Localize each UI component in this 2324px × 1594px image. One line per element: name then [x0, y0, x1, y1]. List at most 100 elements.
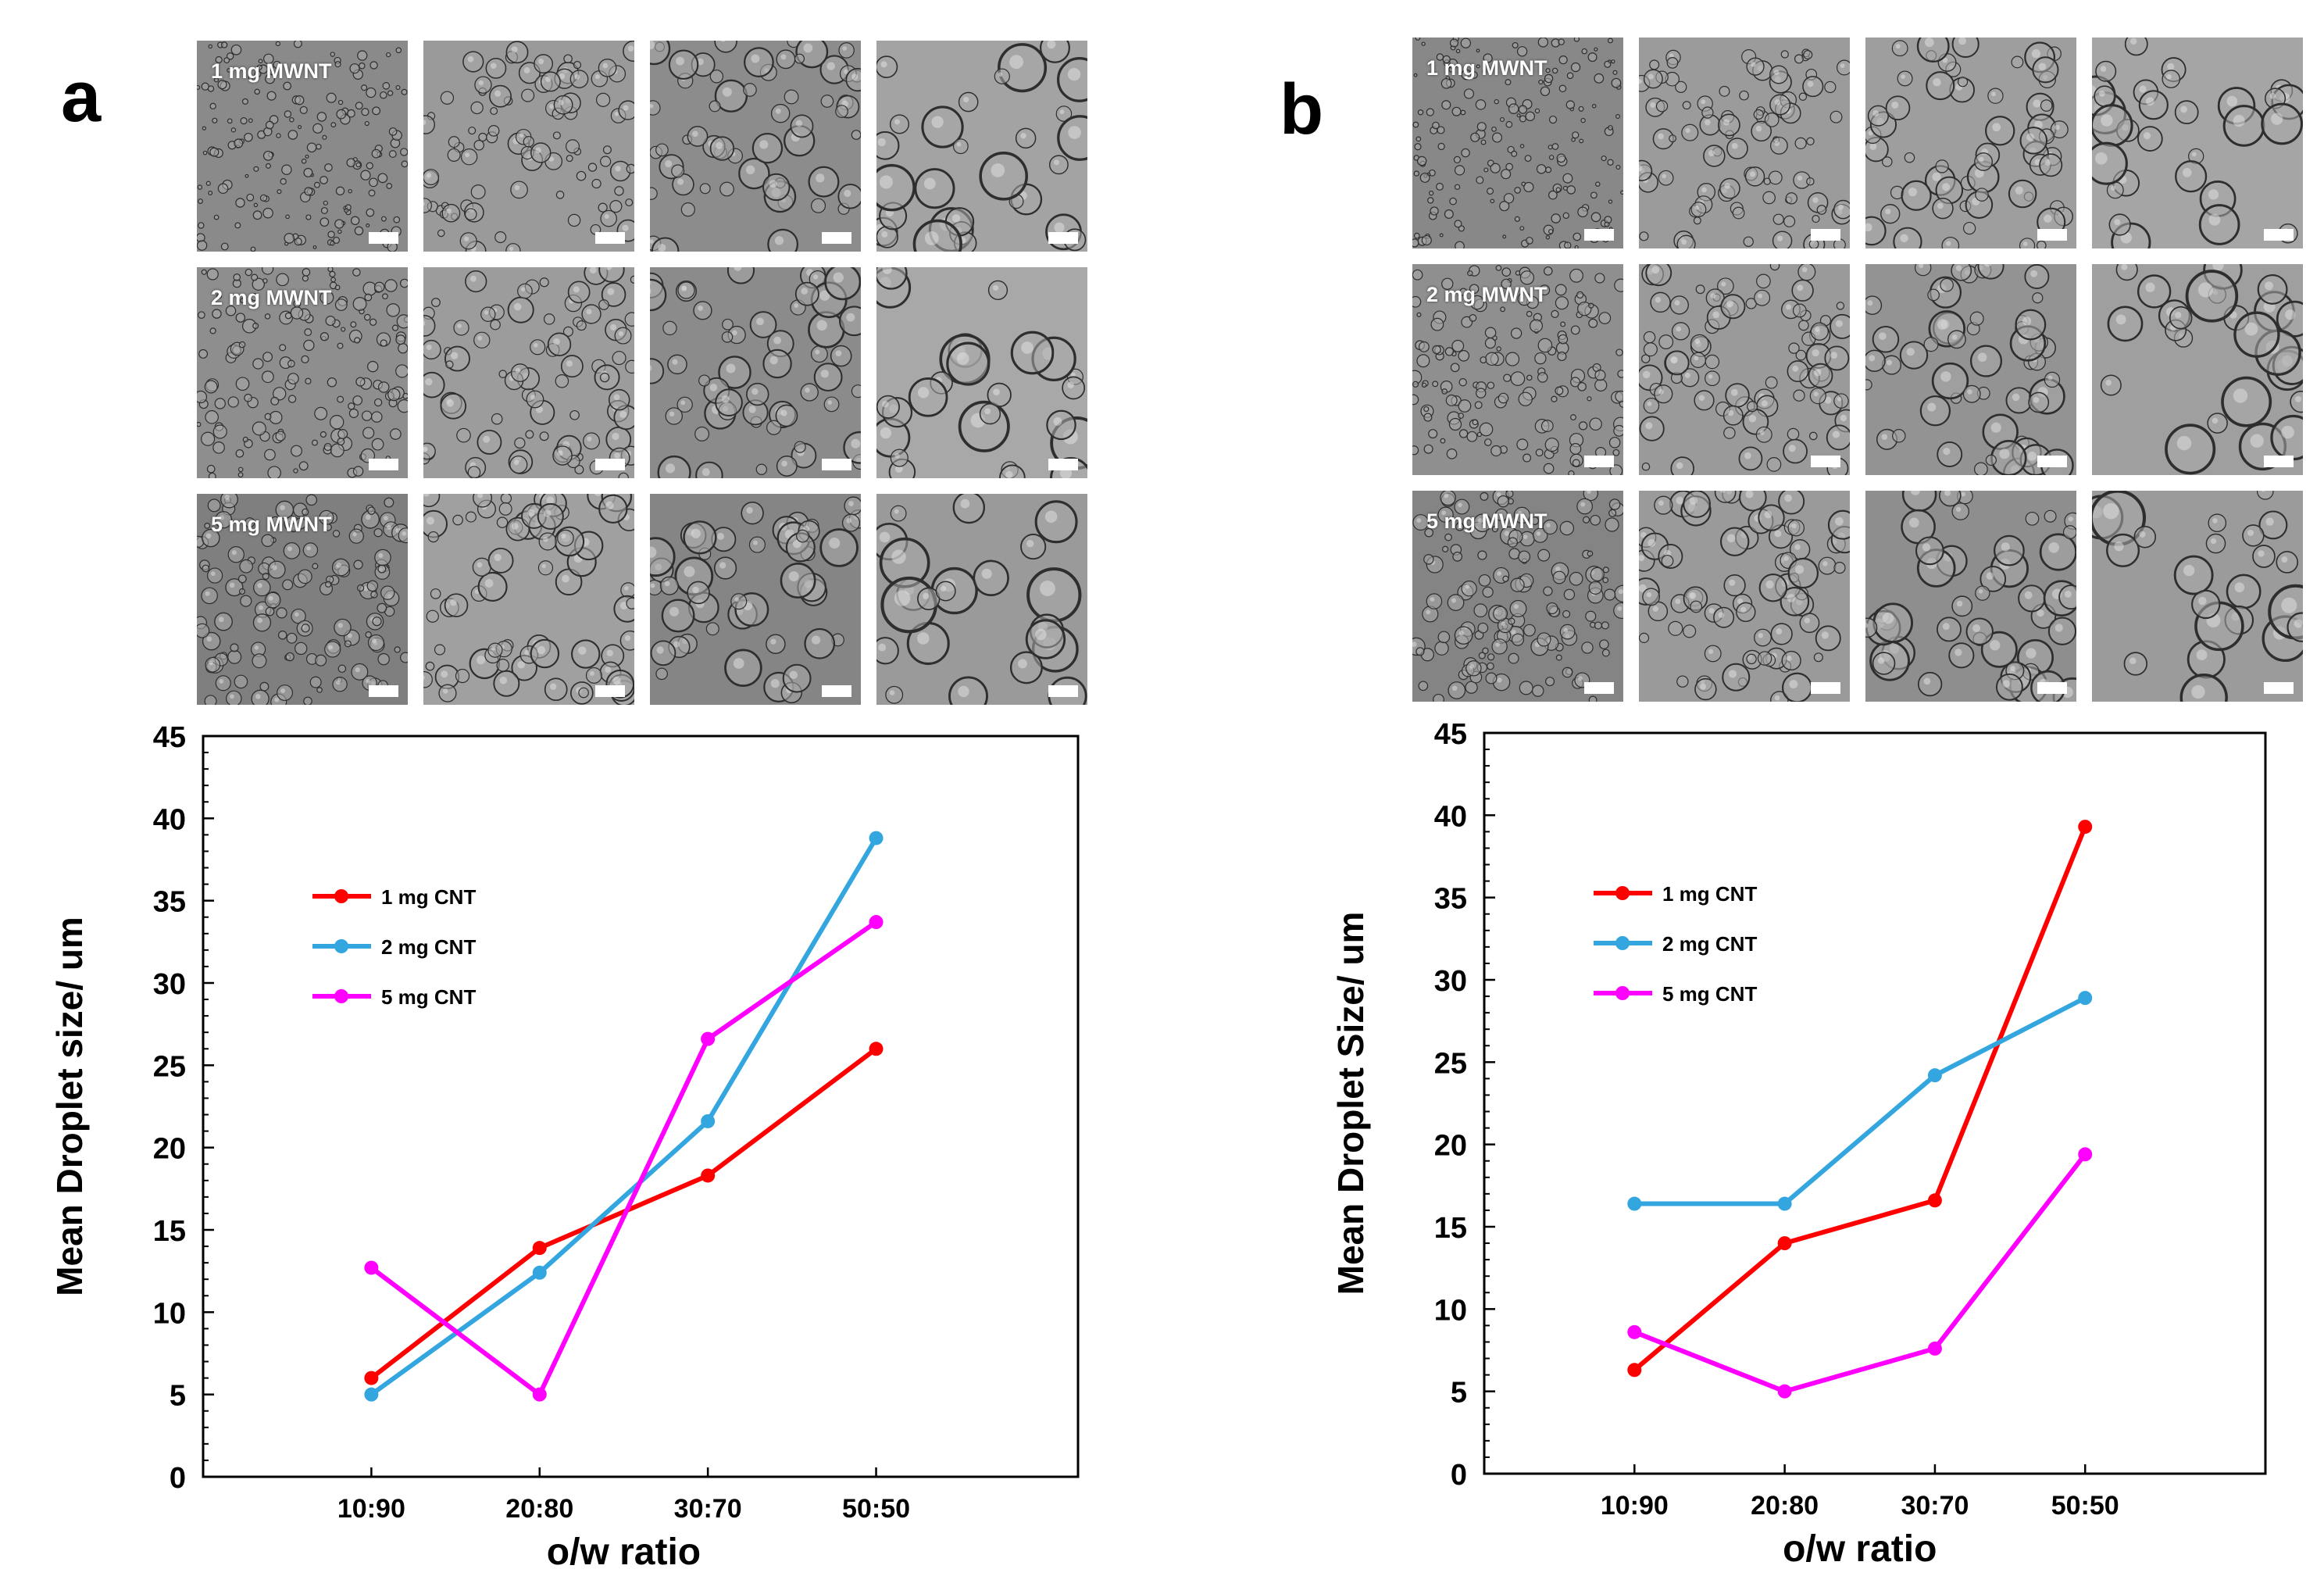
data-point — [1777, 1196, 1792, 1211]
data-point — [1777, 1384, 1792, 1399]
scale-bar — [595, 685, 625, 697]
scale-bar — [2264, 682, 2294, 694]
micrograph-b-r2-c3 — [1865, 264, 2076, 475]
droplets-image — [876, 267, 1087, 478]
scale-bar — [369, 685, 398, 697]
droplets-image — [197, 267, 408, 478]
legend-label: 5 mg CNT — [1662, 982, 1757, 1006]
plot-frame — [202, 734, 1080, 1478]
scale-bar — [369, 232, 398, 244]
data-point — [701, 1113, 716, 1128]
droplets-image — [1639, 264, 1850, 475]
data-point — [1927, 1341, 1942, 1356]
droplets-image — [423, 267, 634, 478]
scale-bar — [822, 232, 851, 244]
legend-marker — [1615, 936, 1630, 950]
y-tick-label: 15 — [1434, 1212, 1467, 1245]
data-point — [869, 915, 884, 930]
data-point — [1927, 1068, 1942, 1083]
y-tick-label: 40 — [153, 803, 186, 836]
data-point — [1627, 1196, 1642, 1211]
micrograph-a-r2-c2 — [423, 267, 634, 478]
micrograph-b-r1-c2 — [1639, 38, 1850, 248]
x-axis-label: o/w ratio — [547, 1531, 701, 1573]
y-tick-label: 35 — [153, 886, 186, 919]
droplets-image — [1865, 264, 2074, 475]
scale-bar — [2037, 456, 2067, 467]
scale-bar — [2037, 229, 2067, 241]
micrograph-a-r1-c4 — [876, 41, 1087, 252]
y-axis-label: Mean Droplet Size/ um — [1330, 912, 1371, 1296]
series-line-3 — [369, 920, 878, 1397]
data-point — [1627, 1363, 1642, 1378]
y-tick-label: 5 — [1451, 1377, 1467, 1410]
y-tick-label: 45 — [153, 721, 186, 754]
micrograph-b-r1-c3 — [1865, 38, 2076, 248]
legend-label: 5 mg CNT — [381, 985, 476, 1009]
scale-bar — [1584, 456, 1614, 467]
scale-bar — [1811, 229, 1840, 241]
legend-marker — [334, 889, 348, 903]
series-line-2 — [1634, 995, 2087, 1206]
micrograph-a-r3-c1: 5 mg MWNT — [197, 494, 408, 705]
row-label-a-3: 5 mg MWNT — [211, 513, 332, 536]
data-point — [364, 1371, 379, 1385]
droplets-image — [650, 496, 861, 704]
droplets-image — [197, 41, 408, 252]
data-point — [869, 1042, 884, 1056]
micrograph-b-r3-c2 — [1639, 491, 1850, 702]
data-point — [869, 831, 884, 845]
scale-bar — [1048, 232, 1078, 244]
y-tick-label: 40 — [1434, 800, 1467, 833]
data-point — [532, 1265, 547, 1280]
scale-bar — [2264, 456, 2294, 467]
x-tick-label: 30:70 — [674, 1494, 742, 1524]
data-point — [532, 1387, 547, 1402]
droplets-image — [650, 41, 861, 252]
y-tick-label: 0 — [170, 1462, 186, 1495]
series-line-2 — [369, 837, 879, 1397]
legend-label: 2 mg CNT — [381, 935, 476, 959]
data-point — [364, 1260, 379, 1275]
data-point — [1927, 1193, 1942, 1208]
x-tick-label: 30:70 — [1901, 1491, 1969, 1521]
legend-marker — [334, 989, 348, 1003]
scale-bar — [2037, 682, 2067, 694]
data-point — [701, 1168, 716, 1183]
row-label-b-1: 1 mg MWNT — [1426, 56, 1548, 80]
micrograph-a-r3-c2 — [423, 494, 634, 705]
micrograph-a-r3-c3 — [650, 494, 861, 705]
x-axis-label: o/w ratio — [1783, 1528, 1937, 1570]
droplets-image — [1412, 265, 1623, 475]
y-tick-label: 10 — [153, 1297, 186, 1330]
scale-bar — [1811, 456, 1840, 467]
x-tick-label: 10:90 — [337, 1494, 405, 1524]
panel-a-label: a — [61, 57, 102, 137]
y-tick-label: 10 — [1434, 1294, 1467, 1327]
data-point — [701, 1031, 716, 1046]
droplets-image — [650, 267, 861, 478]
plot-frame — [1483, 731, 2267, 1475]
micrograph-a-r1-c3 — [650, 41, 861, 252]
droplets-image — [197, 494, 408, 705]
y-tick-label: 0 — [1451, 1459, 1467, 1492]
x-tick-label: 50:50 — [842, 1494, 910, 1524]
legend-marker — [1615, 986, 1630, 1000]
micrograph-a-r2-c4 — [876, 267, 1087, 478]
scale-bar — [1584, 682, 1614, 694]
y-tick-label: 25 — [1434, 1047, 1467, 1080]
droplets-image — [2100, 264, 2303, 475]
y-tick-label: 15 — [153, 1215, 186, 1248]
y-tick-label: 20 — [1434, 1130, 1467, 1163]
data-point — [2078, 820, 2093, 835]
y-tick-label: 20 — [153, 1133, 186, 1166]
micrograph-b-r3-c3 — [1865, 491, 2076, 702]
chart-b: 0 5 10 15 20 25 30 35 40 45 10:90 20:80 30:70 50:50 o/… — [1330, 718, 2267, 1570]
scale-bar — [1811, 682, 1840, 694]
droplets-image — [2092, 491, 2303, 702]
legend-label: 2 mg CNT — [1662, 932, 1757, 956]
y-tick-label: 35 — [1434, 883, 1467, 916]
micrograph-b-r3-c4 — [2092, 491, 2303, 702]
series-line-1 — [1633, 825, 2088, 1372]
scale-bar — [1048, 685, 1078, 697]
